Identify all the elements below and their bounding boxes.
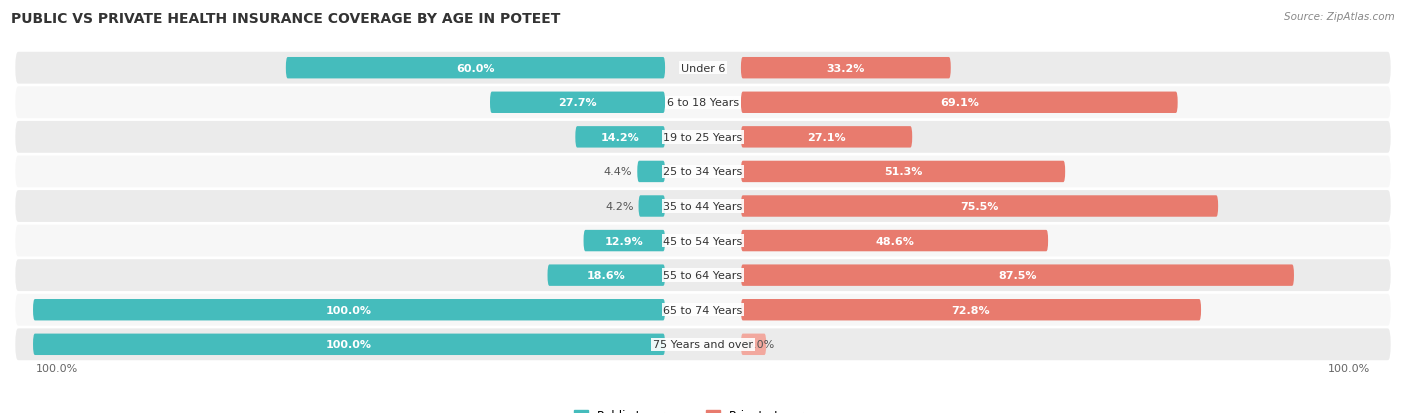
- Text: 4.4%: 4.4%: [603, 167, 633, 177]
- Text: 48.6%: 48.6%: [875, 236, 914, 246]
- FancyBboxPatch shape: [15, 87, 1391, 119]
- FancyBboxPatch shape: [583, 230, 665, 252]
- Text: 18.6%: 18.6%: [586, 271, 626, 280]
- Text: 35 to 44 Years: 35 to 44 Years: [664, 202, 742, 211]
- FancyBboxPatch shape: [741, 58, 950, 79]
- Text: 27.1%: 27.1%: [807, 133, 846, 142]
- Text: 75.5%: 75.5%: [960, 202, 998, 211]
- FancyBboxPatch shape: [15, 156, 1391, 188]
- Text: 14.2%: 14.2%: [600, 133, 640, 142]
- Text: 87.5%: 87.5%: [998, 271, 1036, 280]
- FancyBboxPatch shape: [741, 196, 1218, 217]
- Text: 55 to 64 Years: 55 to 64 Years: [664, 271, 742, 280]
- FancyBboxPatch shape: [575, 127, 665, 148]
- Text: 6 to 18 Years: 6 to 18 Years: [666, 98, 740, 108]
- FancyBboxPatch shape: [32, 299, 665, 320]
- Text: 75 Years and over: 75 Years and over: [652, 339, 754, 349]
- Text: PUBLIC VS PRIVATE HEALTH INSURANCE COVERAGE BY AGE IN POTEET: PUBLIC VS PRIVATE HEALTH INSURANCE COVER…: [11, 12, 561, 26]
- FancyBboxPatch shape: [638, 196, 665, 217]
- Text: 65 to 74 Years: 65 to 74 Years: [664, 305, 742, 315]
- FancyBboxPatch shape: [741, 230, 1047, 252]
- Text: 60.0%: 60.0%: [456, 64, 495, 74]
- FancyBboxPatch shape: [491, 93, 665, 114]
- Text: 100.0%: 100.0%: [37, 363, 79, 373]
- FancyBboxPatch shape: [15, 122, 1391, 153]
- Text: Under 6: Under 6: [681, 64, 725, 74]
- Text: 33.2%: 33.2%: [827, 64, 865, 74]
- FancyBboxPatch shape: [741, 127, 912, 148]
- Text: 12.9%: 12.9%: [605, 236, 644, 246]
- FancyBboxPatch shape: [15, 191, 1391, 222]
- FancyBboxPatch shape: [741, 161, 1066, 183]
- Text: 27.7%: 27.7%: [558, 98, 598, 108]
- FancyBboxPatch shape: [741, 334, 766, 355]
- FancyBboxPatch shape: [547, 265, 665, 286]
- Text: 0.0%: 0.0%: [747, 339, 775, 349]
- Text: 51.3%: 51.3%: [884, 167, 922, 177]
- FancyBboxPatch shape: [741, 299, 1201, 320]
- FancyBboxPatch shape: [285, 58, 665, 79]
- FancyBboxPatch shape: [15, 225, 1391, 257]
- FancyBboxPatch shape: [15, 329, 1391, 360]
- FancyBboxPatch shape: [741, 93, 1178, 114]
- Text: Source: ZipAtlas.com: Source: ZipAtlas.com: [1284, 12, 1395, 22]
- Text: 69.1%: 69.1%: [939, 98, 979, 108]
- Text: 100.0%: 100.0%: [326, 339, 373, 349]
- FancyBboxPatch shape: [741, 265, 1294, 286]
- FancyBboxPatch shape: [15, 53, 1391, 84]
- Text: 100.0%: 100.0%: [1327, 363, 1369, 373]
- Legend: Public Insurance, Private Insurance: Public Insurance, Private Insurance: [569, 404, 837, 413]
- Text: 45 to 54 Years: 45 to 54 Years: [664, 236, 742, 246]
- FancyBboxPatch shape: [15, 260, 1391, 291]
- FancyBboxPatch shape: [32, 334, 665, 355]
- FancyBboxPatch shape: [15, 294, 1391, 326]
- Text: 25 to 34 Years: 25 to 34 Years: [664, 167, 742, 177]
- Text: 72.8%: 72.8%: [952, 305, 990, 315]
- Text: 19 to 25 Years: 19 to 25 Years: [664, 133, 742, 142]
- FancyBboxPatch shape: [637, 161, 665, 183]
- Text: 100.0%: 100.0%: [326, 305, 373, 315]
- Text: 4.2%: 4.2%: [605, 202, 634, 211]
